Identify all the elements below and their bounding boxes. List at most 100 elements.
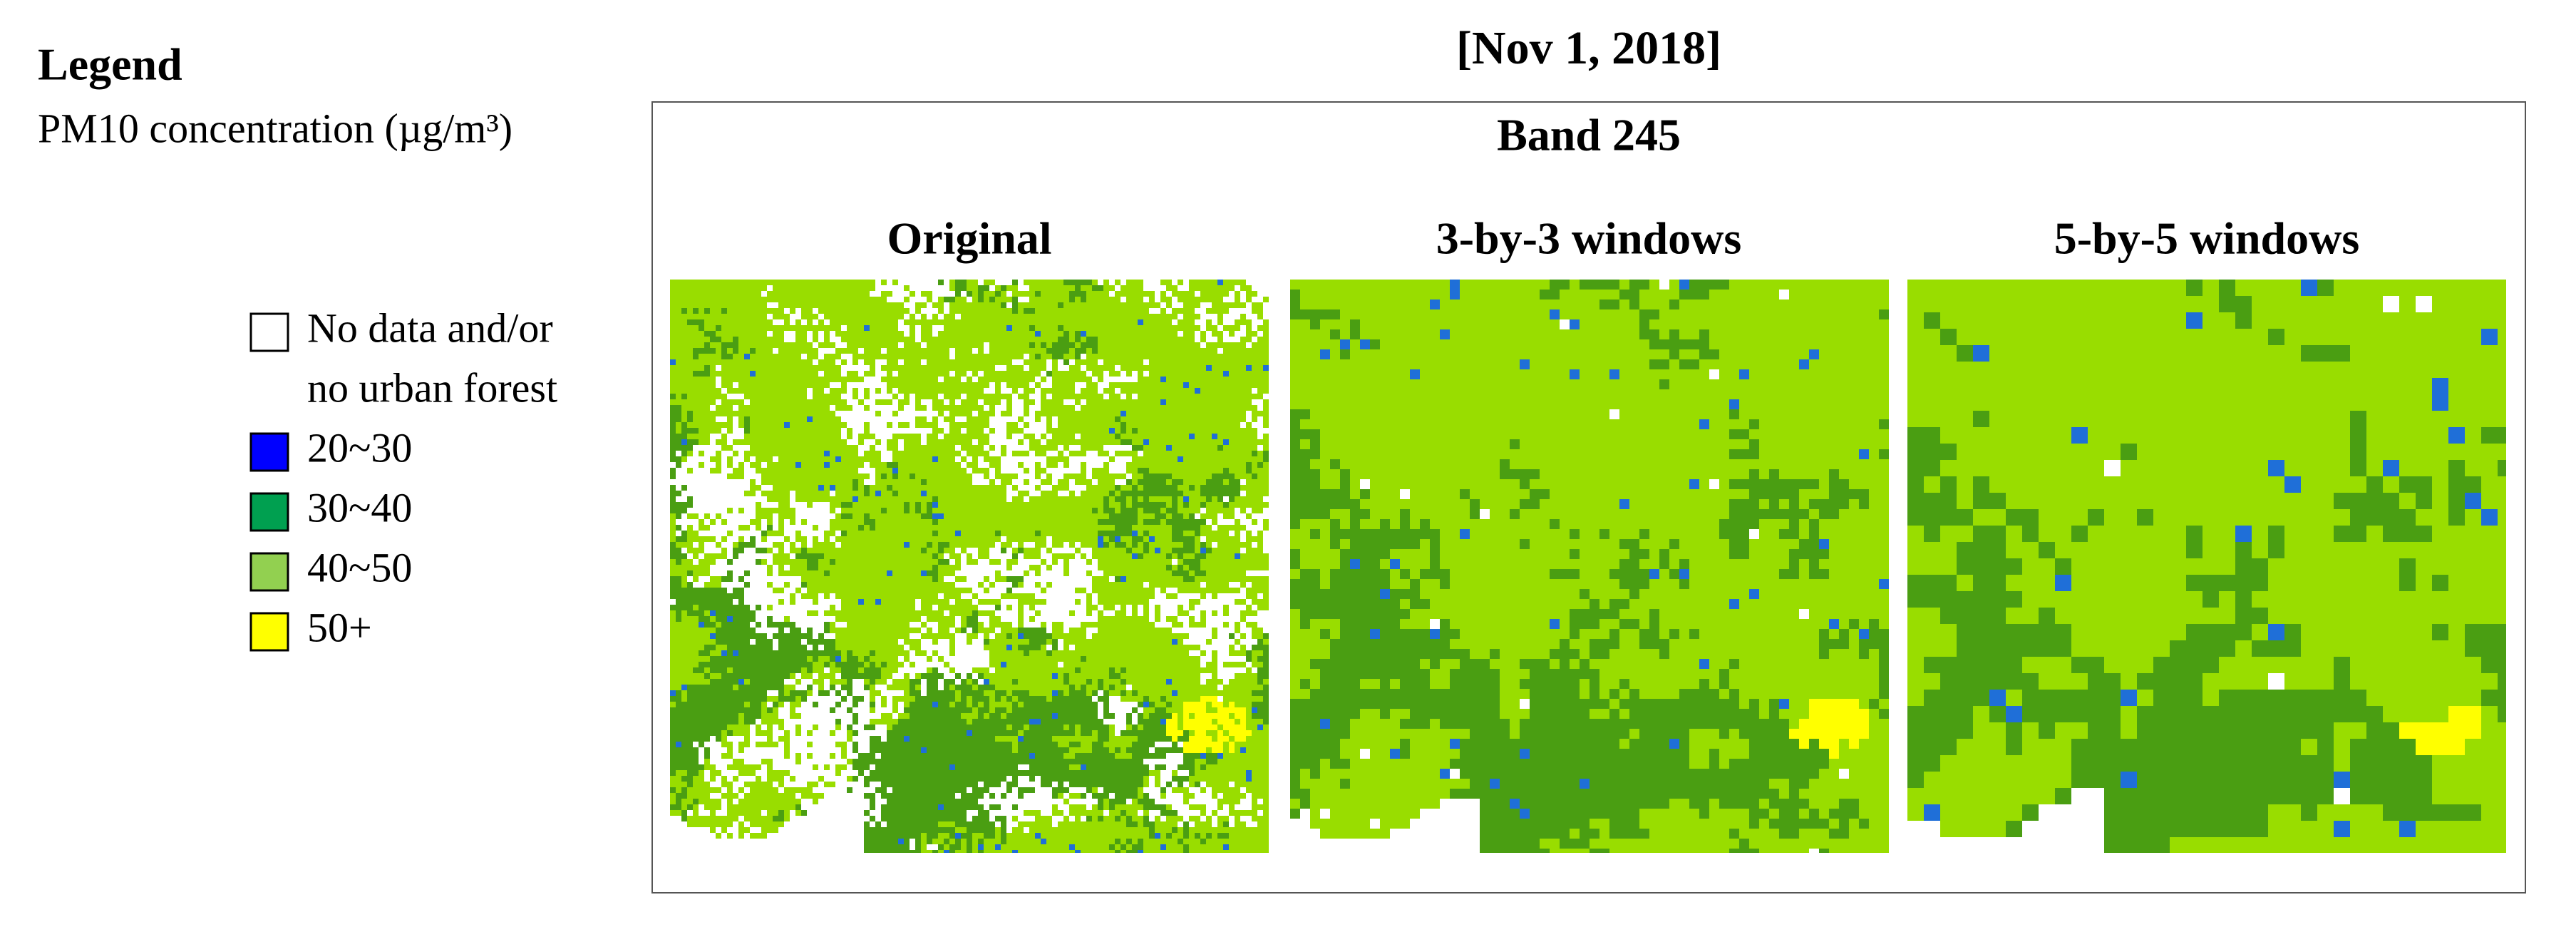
map-cell	[681, 479, 687, 485]
map-cell	[938, 416, 944, 422]
map-cell	[693, 496, 699, 502]
map-cell	[881, 508, 887, 513]
map-cell	[881, 724, 887, 730]
map-cell	[1257, 291, 1263, 297]
map-cell	[1172, 628, 1178, 633]
map-cell	[995, 776, 1001, 782]
map-cell	[1240, 719, 1246, 724]
map-cell	[710, 724, 716, 730]
map-cell	[1109, 764, 1115, 770]
map-cell	[1829, 499, 1839, 509]
map-cell	[824, 827, 830, 833]
map-cell	[978, 799, 984, 804]
map-cell	[710, 747, 716, 753]
map-cell	[1041, 553, 1046, 559]
map-cell	[1018, 793, 1024, 799]
map-cell	[744, 542, 750, 548]
map-cell	[681, 439, 687, 445]
map-cell	[1178, 616, 1183, 622]
map-cell	[1132, 724, 1138, 730]
map-cell	[1206, 593, 1212, 599]
map-cell	[699, 730, 704, 736]
map-cell	[1195, 736, 1200, 742]
map-cell	[1052, 588, 1058, 593]
map-cell	[887, 804, 892, 810]
map-cell	[824, 759, 830, 764]
map-cell	[1155, 473, 1160, 479]
map-cell	[852, 747, 858, 753]
map-cell	[938, 764, 944, 770]
map-cell	[784, 337, 790, 342]
map-cell	[761, 685, 767, 690]
map-cell	[1006, 719, 1012, 724]
map-cell	[1058, 730, 1063, 736]
map-cell	[676, 719, 681, 724]
map-cell	[1012, 787, 1018, 793]
map-cell	[847, 685, 852, 690]
map-cell	[1769, 479, 1779, 489]
map-cell	[738, 736, 744, 742]
map-cell	[881, 707, 887, 713]
map-cell	[1183, 628, 1189, 633]
map-cell	[1058, 565, 1063, 570]
map-cell	[1035, 747, 1041, 753]
map-cell	[1029, 588, 1035, 593]
map-cell	[944, 707, 949, 713]
map-cell	[892, 810, 898, 816]
map-cell	[1041, 719, 1046, 724]
map-cell	[858, 833, 864, 839]
map-cell	[1290, 469, 1300, 479]
map-cell	[710, 667, 716, 673]
map-cell	[858, 804, 864, 810]
map-cell	[1212, 724, 1217, 730]
map-cell	[875, 434, 881, 439]
map-cell	[801, 747, 807, 753]
map-cell	[938, 513, 944, 519]
map-cell	[687, 844, 693, 850]
map-cell	[1290, 309, 1300, 319]
map-cell	[1143, 730, 1149, 736]
map-cell	[1240, 536, 1246, 542]
map-cell	[830, 787, 835, 793]
map-cell	[978, 776, 984, 782]
map-cell	[790, 331, 795, 337]
map-cell	[881, 473, 887, 479]
map-cell	[989, 827, 995, 833]
map-cell	[978, 753, 984, 759]
map-cell	[858, 764, 864, 770]
map-cell	[813, 645, 818, 650]
map-cell	[875, 673, 881, 679]
map-cell	[1098, 724, 1103, 730]
map-cell	[1172, 588, 1178, 593]
map-cell	[1115, 759, 1120, 764]
map-cell	[1046, 359, 1052, 365]
map-cell	[1257, 616, 1263, 622]
map-cell	[910, 280, 915, 285]
map-cell	[738, 793, 744, 799]
map-cell	[898, 742, 904, 747]
map-cell	[852, 439, 858, 445]
map-cell	[721, 513, 727, 519]
map-cell	[1679, 359, 1689, 369]
map-cell	[892, 724, 898, 730]
map-cell	[1029, 308, 1035, 314]
map-cell	[887, 280, 892, 285]
map-cell	[938, 724, 944, 730]
map-cell	[710, 570, 716, 576]
map-cell	[1420, 529, 1430, 539]
map-cell	[835, 776, 841, 782]
map-cell	[773, 753, 778, 759]
map-cell	[1290, 549, 1300, 559]
map-cell	[835, 382, 841, 388]
map-cell	[1729, 499, 1739, 509]
map-cell	[818, 730, 824, 736]
map-cell	[773, 582, 778, 588]
map-cell	[881, 359, 887, 365]
map-cell	[733, 445, 738, 451]
map-cell	[790, 753, 795, 759]
map-cell	[972, 690, 978, 696]
map-cell	[938, 280, 944, 285]
map-cell	[1172, 759, 1178, 764]
map-cell	[727, 679, 733, 685]
map-cell	[938, 810, 944, 816]
